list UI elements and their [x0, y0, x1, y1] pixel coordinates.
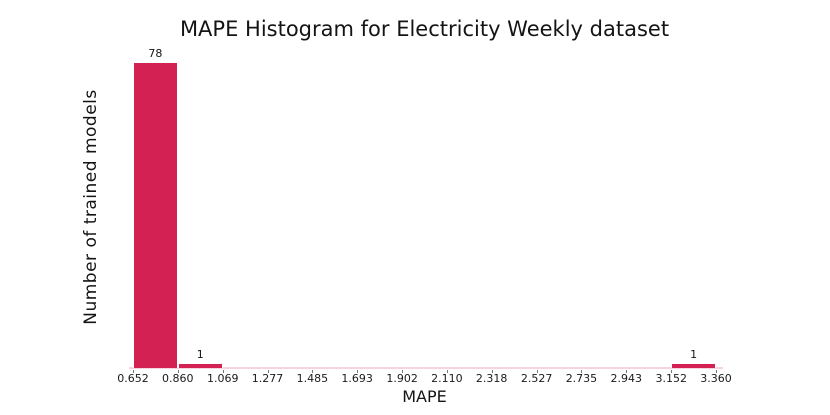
x-tick-label: 2.943	[610, 372, 642, 385]
y-axis-label: Number of trained models	[81, 89, 101, 325]
x-tick-label: 1.277	[251, 372, 284, 385]
x-tick-mark	[357, 370, 359, 373]
x-tick-mark	[626, 370, 628, 373]
x-tick-mark	[536, 370, 538, 373]
x-tick-label: 2.527	[520, 372, 553, 385]
x-axis-line	[129, 367, 723, 369]
x-tick-label: 0.652	[117, 372, 149, 385]
x-tick-label: 2.318	[475, 372, 508, 385]
x-tick-mark	[177, 370, 179, 373]
bar-value-label: 1	[196, 348, 204, 362]
x-tick-label: 3.152	[655, 372, 687, 385]
bar-value-label: 1	[690, 348, 698, 362]
histogram-bar	[133, 63, 178, 368]
x-tick-mark	[133, 370, 134, 373]
histogram-bar	[177, 364, 223, 368]
plot-area: 78 1 1 0.652 0.860 1.069 1.277 1.485 1.693 1.902…	[117, 47, 732, 385]
histogram-bar	[671, 364, 716, 368]
x-tick-label: 2.735	[565, 372, 598, 385]
chart-title: MAPE Histogram for Electricity Weekly da…	[179, 17, 670, 41]
x-tick-mark	[446, 370, 448, 373]
x-tick-label: 1.902	[386, 372, 418, 385]
x-tick-mark	[671, 370, 673, 373]
x-tick-mark	[222, 370, 224, 373]
x-tick-label: 2.110	[431, 372, 463, 385]
x-tick-label: 3.360	[700, 372, 732, 385]
x-axis-label: MAPE	[402, 387, 447, 406]
x-tick-mark	[581, 370, 583, 373]
x-tick-label: 1.693	[341, 372, 373, 385]
x-tick-mark	[491, 370, 493, 373]
x-tick-mark	[312, 370, 314, 373]
bar-value-label: 78	[148, 47, 163, 60]
x-tick-mark	[716, 370, 717, 373]
x-tick-label: 0.860	[162, 372, 194, 385]
x-tick-label: 1.485	[296, 372, 329, 385]
x-tick-label: 1.069	[207, 372, 239, 385]
x-tick-mark	[267, 370, 269, 373]
x-tick-mark	[402, 370, 404, 373]
